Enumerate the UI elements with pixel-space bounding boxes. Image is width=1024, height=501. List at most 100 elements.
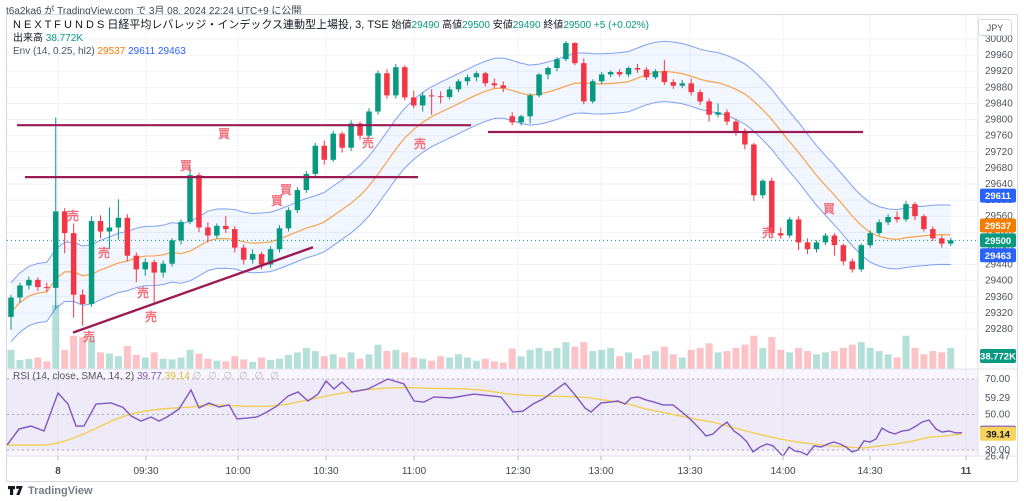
volume-badge — [980, 349, 1016, 363]
candle-body — [115, 217, 122, 228]
volume-bar — [660, 346, 668, 369]
candle-body — [509, 116, 515, 123]
candle-body — [590, 81, 596, 102]
price-tick-label[interactable]: 29800 — [985, 115, 1013, 126]
candle-body — [563, 43, 569, 60]
envelope-label[interactable]: Env (14, 0.25, hl2) — [13, 46, 95, 57]
candle-body — [258, 254, 265, 265]
volume-bar — [141, 357, 149, 369]
sell-annotation: 売 — [362, 135, 374, 150]
candle-body — [17, 285, 23, 298]
price-tick-label[interactable]: 29880 — [985, 82, 1013, 93]
rising-trend-line — [72, 246, 314, 334]
price-tick-label[interactable]: 30000 — [985, 34, 1013, 45]
volume-bar — [52, 305, 60, 369]
volume-bar — [580, 342, 588, 369]
time-tick-label[interactable]: 13:00 — [588, 466, 613, 477]
candle-body — [366, 111, 372, 136]
volume-bar — [911, 347, 919, 369]
volume-bar — [669, 354, 677, 369]
volume-bar — [553, 347, 561, 369]
candle-body — [688, 83, 694, 93]
price-tick-label[interactable]: 29440 — [985, 260, 1013, 271]
price-tick-label[interactable]: 29280 — [985, 324, 1013, 335]
volume-bar — [338, 357, 346, 369]
time-tick-label[interactable]: 11:00 — [402, 466, 427, 477]
volume-bar — [947, 347, 955, 369]
volume-bar — [267, 360, 275, 369]
volume-bar — [249, 361, 257, 369]
volume-bar — [938, 352, 946, 369]
tradingview-logo-icon — [8, 486, 23, 495]
low-value: 29490 — [512, 20, 541, 31]
tradingview-attribution[interactable]: TradingView — [8, 484, 93, 497]
time-tick-label[interactable]: 11 — [961, 466, 972, 477]
volume-bar — [383, 351, 391, 369]
volume-bar — [526, 349, 534, 369]
price-tick-label[interactable]: 29560 — [985, 211, 1013, 222]
envelope-basis-value: 29537 — [97, 46, 126, 57]
price-badge-text: 29537 — [985, 221, 1011, 232]
price-tick-label[interactable]: 29960 — [985, 50, 1013, 61]
symbol-title[interactable]: N E X T F U N D S 日経平均レバレッジ・インデックス連動型上場投… — [13, 19, 389, 31]
candle-body — [124, 217, 131, 256]
price-tick-label[interactable]: 29320 — [985, 308, 1013, 319]
candle-body — [795, 219, 802, 243]
time-tick-label[interactable]: 10:30 — [313, 466, 338, 477]
buy-annotation: 買 — [218, 127, 230, 141]
price-badge — [980, 233, 1016, 248]
volume-bar — [723, 351, 731, 369]
candle-body — [598, 74, 605, 82]
price-tick-label[interactable]: 29680 — [985, 163, 1013, 174]
price-tick-label[interactable]: 29400 — [985, 276, 1013, 287]
volume-bar — [168, 359, 176, 369]
volume-badge-text: 38.772K — [980, 352, 1016, 363]
candle-body — [742, 130, 748, 145]
time-tick-label[interactable]: 12:30 — [505, 466, 530, 477]
change-value: +5 (+0.02%) — [593, 20, 649, 31]
price-tick-label[interactable]: 29720 — [985, 147, 1013, 158]
tradingview-logo-text: TradingView — [28, 484, 93, 497]
currency-toggle-button[interactable]: JPY — [978, 19, 1012, 36]
volume-bar — [508, 348, 516, 369]
time-tick-label[interactable]: 8 — [55, 466, 61, 477]
price-tick-label[interactable]: 29360 — [985, 292, 1013, 303]
volume-bar — [786, 352, 794, 369]
time-tick-label[interactable]: 09:30 — [133, 466, 158, 477]
volume-bar — [490, 361, 498, 369]
candle-body — [249, 254, 256, 260]
price-tick-label[interactable]: 29520 — [985, 227, 1013, 238]
volume-bar — [105, 353, 113, 369]
candle-body — [697, 92, 703, 102]
candle-body — [661, 71, 668, 83]
candle-body — [240, 247, 247, 260]
candle-body — [223, 225, 229, 230]
volume-bar — [43, 361, 51, 369]
time-tick-label[interactable]: 10:00 — [225, 466, 250, 477]
volume-bar — [857, 342, 865, 369]
candle-body — [643, 69, 650, 78]
time-tick-label[interactable]: 14:30 — [857, 466, 882, 477]
volume-bar — [374, 344, 382, 369]
candle-body — [70, 233, 77, 295]
volume-label[interactable]: 出来高 — [13, 33, 43, 44]
candle-body — [715, 112, 721, 115]
candle-body — [473, 73, 480, 78]
volume-bar — [231, 356, 239, 369]
publish-attribution: t6a2ka6 が TradingView.com で 3月 08, 2024 … — [6, 6, 302, 17]
price-tick-label[interactable]: 29640 — [985, 179, 1013, 190]
time-tick-label[interactable]: 13:30 — [677, 466, 702, 477]
volume-bar — [768, 337, 776, 369]
candle-body — [858, 245, 864, 270]
candle-body — [26, 279, 32, 286]
volume-bar — [813, 354, 820, 369]
sell-annotation: 売 — [67, 208, 79, 223]
price-tick-label[interactable]: 29840 — [985, 98, 1013, 109]
time-tick-label[interactable]: 14:00 — [770, 466, 795, 477]
rsi-legend[interactable]: RSI (14, close, SMA, 14, 2) 39.77 39.14 … — [13, 371, 281, 382]
price-tick-label[interactable]: 29920 — [985, 66, 1013, 77]
price-tick-label[interactable]: 29760 — [985, 131, 1013, 142]
low-label: 安値 — [492, 20, 513, 31]
candle-body — [53, 211, 59, 288]
